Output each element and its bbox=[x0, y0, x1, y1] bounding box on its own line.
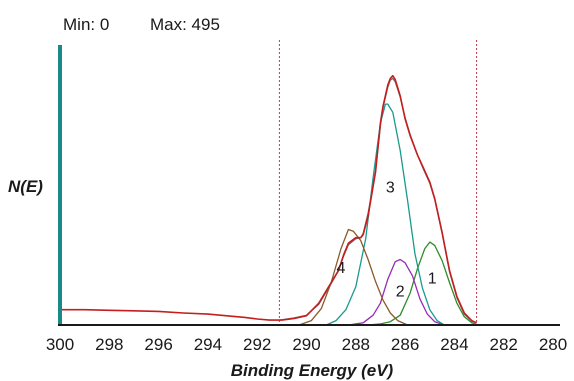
x-tick-labels: 300 298 296 294 292 290 288 286 284 282 280 bbox=[46, 335, 567, 354]
x-tick-label-7: 286 bbox=[391, 335, 419, 354]
x-tick-label-3: 294 bbox=[194, 335, 222, 354]
y-axis-line bbox=[58, 45, 62, 326]
y-axis-label: N(E) bbox=[8, 177, 43, 196]
component-curve-1 bbox=[368, 241, 477, 326]
x-tick-label-2: 296 bbox=[144, 335, 172, 354]
region-markers bbox=[278, 40, 478, 325]
x-tick-label-8: 284 bbox=[440, 335, 468, 354]
x-tick-label-5: 290 bbox=[292, 335, 320, 354]
x-tick-label-4: 292 bbox=[243, 335, 271, 354]
x-tick-label-0: 300 bbox=[46, 335, 74, 354]
peak-label-3: 3 bbox=[386, 179, 395, 196]
x-tick-label-10: 280 bbox=[539, 335, 567, 354]
x-axis-label: Binding Energy (eV) bbox=[231, 361, 394, 380]
max-label: Max: 495 bbox=[150, 15, 220, 34]
x-tick-label-6: 288 bbox=[342, 335, 370, 354]
component-curve-4 bbox=[298, 228, 408, 326]
x-tick-label-9: 282 bbox=[490, 335, 518, 354]
peak-label-2: 2 bbox=[396, 284, 405, 301]
component-curve-3 bbox=[325, 103, 445, 326]
component-curve-2 bbox=[348, 258, 445, 326]
min-label: Min: 0 bbox=[63, 15, 109, 34]
envelope-curve bbox=[60, 74, 477, 324]
x-tick-label-1: 298 bbox=[95, 335, 123, 354]
curves bbox=[60, 74, 477, 326]
peak-label-4: 4 bbox=[337, 260, 346, 277]
peak-label-1: 1 bbox=[428, 271, 437, 288]
peak-labels: 3 4 2 1 bbox=[337, 179, 437, 300]
